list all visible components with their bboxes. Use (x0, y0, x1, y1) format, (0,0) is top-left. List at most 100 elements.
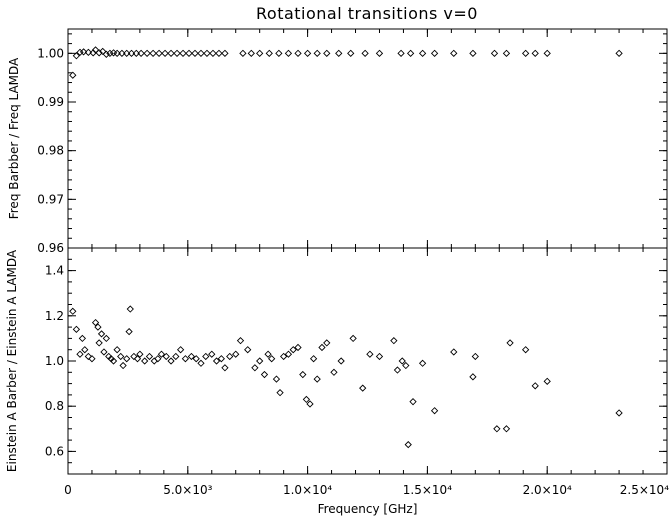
panel-1-data-point (450, 49, 458, 57)
panel-1-data-point (69, 71, 77, 79)
xtick-label: 1.5×10⁴ (403, 483, 452, 497)
panel-2-data-point (390, 337, 398, 345)
panel-1-data-point (375, 49, 384, 57)
panel-1-data-point (79, 48, 88, 56)
panel-2-data-point (81, 346, 89, 354)
panel-1-ytick-label: 0.98 (37, 144, 64, 158)
panel-1-data-point (335, 49, 343, 57)
panel-1-data-point (149, 49, 157, 57)
panel-2-data-point (264, 350, 272, 358)
xtick-label: 1.0×10⁴ (283, 483, 332, 497)
panel-2-data-point (102, 334, 110, 343)
panel-2-ytick-label: 1.2 (45, 309, 64, 323)
panel-2-data-point (521, 346, 530, 354)
panel-1-data-point (313, 49, 321, 57)
panel-2-data-point (100, 348, 108, 356)
panel-1-data-point (203, 49, 211, 57)
panel-2-data-point (471, 352, 479, 361)
panel-2-data-point (502, 425, 511, 433)
panel-1-data-point (543, 49, 551, 57)
panel-2-data-point (172, 352, 180, 361)
panel-2-data-point (176, 346, 185, 354)
panel-2-data-point (76, 350, 84, 358)
panel-2-data-point (232, 350, 240, 358)
panel-2-ylabel: Einstein A Barber / Einstein A LAMDA (5, 249, 19, 472)
panel-1-data-point (303, 49, 312, 57)
panel-2-data-point (145, 352, 154, 361)
panel-1-data-point (76, 48, 84, 56)
panel-1-ytick-label: 0.96 (37, 241, 64, 255)
panel-2-data-point (202, 352, 210, 361)
panel-1-data-point (347, 49, 355, 57)
panel-1-data-point (132, 49, 140, 57)
panel-2-data-point (187, 352, 196, 361)
panel-1-data-point (284, 49, 293, 57)
xtick-label: 2.0×10⁴ (523, 483, 572, 497)
panel-2-data-point (302, 395, 311, 404)
panel-2-data-point (289, 346, 297, 354)
panel-2-data-point (226, 352, 234, 361)
panel-2-data-point (402, 361, 410, 370)
panel-1-data-point (221, 49, 229, 57)
panel-2-data-point (299, 370, 307, 379)
panel-2-data-point (430, 407, 439, 415)
panel-1-data-point (84, 48, 93, 56)
panel-2-data-point (543, 377, 551, 385)
panel-2-data-point (244, 346, 252, 354)
panel-2-data-point (330, 368, 338, 376)
panel-2-data-point (256, 357, 264, 365)
panel-1-data-point (275, 49, 283, 57)
panel-1-data-point (239, 49, 247, 57)
panel-2-data-point (251, 364, 259, 372)
panel-2-data-point (133, 355, 142, 363)
panel-2-data-point (268, 355, 276, 363)
panel-1-data-point (197, 49, 205, 57)
panel-2-data-point (197, 359, 205, 367)
panel-2-data-point (119, 361, 127, 370)
panel-2-data-point (276, 389, 284, 397)
panel-2-data-point (192, 355, 200, 363)
panel-2-data-point (181, 355, 190, 363)
panel-1-data-point (615, 49, 623, 57)
panel-1-data-point (143, 49, 151, 57)
panel-1-data-point (91, 46, 100, 54)
panel-2-data-point (97, 330, 106, 338)
panel-2-data-point (208, 350, 216, 358)
panel-2-data-point (366, 350, 374, 358)
panel-1-data-point (179, 49, 187, 57)
panel-1-data-point (102, 50, 110, 58)
panel-2-data-point (154, 355, 162, 363)
panel-2-data-point (337, 357, 345, 365)
panel-1-data-point (430, 49, 439, 57)
panel-2-ytick-label: 1.0 (45, 354, 64, 368)
panel-2-data-point (469, 373, 477, 381)
panel-1-data-point (123, 49, 131, 57)
panel-1-data-point (173, 49, 181, 57)
panel-2-data-point (418, 359, 427, 367)
panel-2-data-point (236, 337, 245, 345)
panel-2-ytick-label: 0.6 (45, 444, 64, 458)
panel-2-ytick-label: 1.4 (45, 264, 64, 278)
panel-2-data-point (88, 355, 96, 363)
panel-2-data-point (323, 339, 331, 347)
panel-1-data-point (167, 49, 175, 57)
panel-1-data-point (106, 49, 114, 57)
panel-1-data-point (406, 49, 415, 57)
panel-1-data-point (531, 49, 539, 57)
chart-title: Rotational transitions v=0 (256, 4, 478, 23)
panel-2-data-point (94, 323, 102, 331)
panel-2-data-point (117, 352, 125, 361)
panel-2-data-point (212, 357, 221, 365)
panel-1-ytick-label: 1.00 (37, 46, 64, 60)
panel-1-data-point (72, 52, 81, 60)
panel-1-data-point (521, 49, 530, 57)
panel-2-data-point (113, 346, 121, 354)
panel-2-data-point (349, 334, 357, 343)
panel-2-data-point (141, 357, 149, 365)
panel-1-data-point (397, 49, 405, 57)
panel-2-data-point (260, 370, 269, 379)
panel-2-data-point (318, 343, 326, 352)
panel-1-data-point (99, 47, 107, 56)
panel-1-data-point (155, 49, 163, 57)
